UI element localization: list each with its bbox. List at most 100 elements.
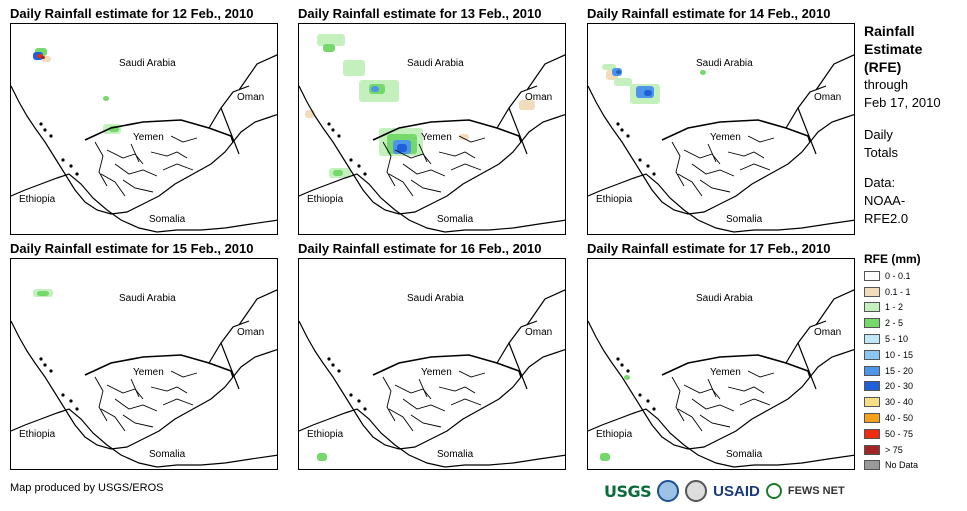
coastline: [588, 320, 854, 450]
governorate-boundary: [114, 398, 158, 412]
legend-label: 10 - 15: [885, 349, 914, 360]
saudi-oman-border: [526, 289, 565, 326]
island: [69, 399, 73, 403]
governorate-boundary: [130, 143, 140, 163]
map-label-somalia: Somalia: [149, 449, 186, 460]
map-label-oman: Oman: [814, 92, 842, 103]
oman-border: [785, 85, 827, 129]
map-svg: [299, 289, 565, 468]
island: [43, 363, 47, 367]
island: [620, 363, 624, 367]
map-label-somalia: Somalia: [437, 449, 474, 460]
legend-item: 40 - 50: [864, 410, 918, 426]
yemen-oman-border: [508, 342, 528, 390]
oman-border: [208, 320, 250, 364]
governorate-boundary: [450, 163, 482, 171]
rainfall-patch: [700, 70, 706, 75]
legend-label: 2 - 5: [885, 318, 904, 329]
map-label-saudi: Saudi Arabia: [696, 58, 753, 69]
island: [39, 357, 43, 361]
governorate-boundary: [162, 163, 194, 171]
governorate-boundary: [388, 408, 414, 432]
map-label-saudi: Saudi Arabia: [696, 293, 753, 304]
governorate-boundary: [100, 408, 126, 432]
africa-coastline: [11, 173, 277, 233]
legend-item: 5 - 10: [864, 331, 918, 347]
map-label-yemen: Yemen: [133, 132, 164, 143]
sidebar-through: through: [864, 77, 909, 92]
yemen-border: [661, 354, 811, 378]
sidebar-daily: Daily: [864, 127, 893, 142]
legend-swatch: [864, 397, 880, 408]
governorate-boundary: [438, 386, 476, 394]
governorate-boundary: [707, 378, 717, 398]
legend-label: 20 - 30: [885, 381, 914, 392]
yemen-border: [372, 354, 522, 378]
governorate-boundary: [671, 141, 685, 187]
map-panel: Saudi Arabia Oman Yemen Ethiopia Somalia: [10, 23, 278, 235]
africa-coastline: [299, 408, 565, 468]
map-label-ethiopia: Ethiopia: [307, 429, 344, 440]
governorate-boundary: [410, 179, 442, 193]
governorate-boundary: [122, 414, 154, 428]
island: [61, 393, 65, 397]
rainfall-patch: [624, 375, 630, 380]
sidebar-title-line1: Rainfall: [864, 23, 915, 39]
legend-swatch: [864, 365, 880, 376]
governorate-boundary: [691, 398, 735, 412]
map-svg: [588, 289, 854, 468]
island: [349, 158, 353, 162]
map-label-saudi: Saudi Arabia: [119, 58, 176, 69]
governorate-boundary: [130, 378, 140, 398]
map-credit: Map produced by USGS/EROS: [10, 482, 164, 494]
legend-item: 15 - 20: [864, 363, 918, 379]
map-label-saudi: Saudi Arabia: [407, 58, 464, 69]
governorate-boundary: [402, 163, 446, 177]
governorate-boundary: [106, 149, 144, 165]
governorate-boundary: [671, 376, 685, 422]
oman-border: [496, 320, 538, 364]
sidebar-totals: Totals: [864, 145, 898, 160]
africa-coastline: [299, 173, 565, 233]
governorate-boundary: [699, 179, 731, 193]
legend-item: 0 - 0.1: [864, 268, 918, 284]
legend-swatch: [864, 286, 880, 297]
legend-swatch: [864, 318, 880, 329]
island: [61, 158, 65, 162]
rainfall-patch: [41, 56, 45, 59]
map-label-somalia: Somalia: [149, 214, 186, 225]
governorate-boundary: [747, 135, 775, 143]
map-label-yemen: Yemen: [133, 367, 164, 378]
map-label-yemen: Yemen: [421, 367, 452, 378]
governorate-boundary: [150, 386, 188, 394]
legend-item: 10 - 15: [864, 347, 918, 363]
panel-title-3: Daily Rainfall estimate for 14 Feb., 201…: [587, 6, 831, 21]
legend-label: 40 - 50: [885, 413, 914, 424]
governorate-boundary: [394, 384, 432, 400]
governorate-boundary: [122, 179, 154, 193]
governorate-boundary: [747, 370, 775, 378]
panel-title-4: Daily Rainfall estimate for 15 Feb., 201…: [10, 241, 254, 256]
rainfall-patch: [37, 291, 49, 296]
governorate-boundary: [677, 408, 703, 432]
legend-item: 50 - 75: [864, 426, 918, 442]
map-label-somalia: Somalia: [726, 214, 763, 225]
legend-title: RFE (mm): [864, 252, 921, 266]
governorate-boundary: [438, 151, 476, 159]
coastline: [299, 320, 565, 450]
panel-title-5: Daily Rainfall estimate for 16 Feb., 201…: [298, 241, 542, 256]
island: [69, 164, 73, 168]
rainfall-patch: [600, 453, 610, 461]
map-label-yemen: Yemen: [421, 132, 452, 143]
governorate-boundary: [150, 151, 188, 159]
island: [49, 369, 53, 373]
rainfall-patch: [616, 70, 621, 74]
governorate-boundary: [458, 370, 486, 378]
logo-strip: USGS USAID FEWS NET: [604, 478, 845, 504]
governorate-boundary: [114, 163, 158, 177]
island: [620, 128, 624, 132]
yemen-border: [84, 354, 234, 378]
panel-title-1: Daily Rainfall estimate for 12 Feb., 201…: [10, 6, 254, 21]
legend-swatch: [864, 349, 880, 360]
governorate-boundary: [450, 398, 482, 406]
